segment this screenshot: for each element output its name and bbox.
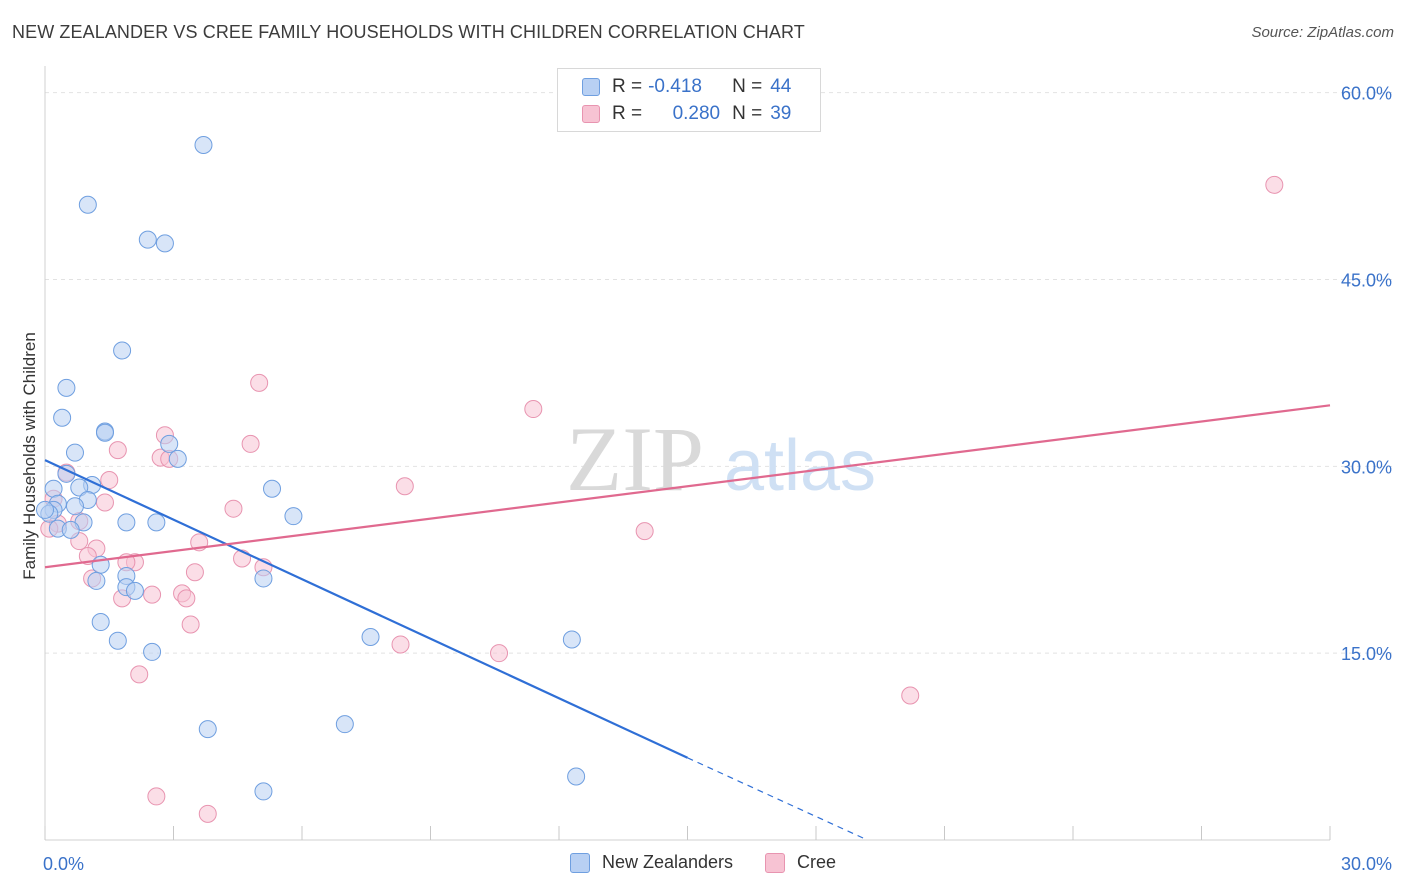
cree-point: [130, 665, 149, 684]
cree-point: [181, 615, 200, 634]
y-tick-label: 15.0%: [1341, 644, 1392, 664]
cree-point: [185, 563, 204, 582]
legend-r-label: R =: [612, 76, 643, 97]
legend-n-label: N =: [732, 103, 763, 124]
new-zealanders-point: [108, 631, 127, 650]
series-label-new-zealanders: New Zealanders: [601, 852, 734, 872]
new-zealanders-point: [567, 767, 586, 786]
x-tick-label: 0.0%: [43, 854, 84, 874]
watermark-zip: ZIP: [566, 408, 704, 510]
cree-point: [100, 471, 119, 490]
legend-swatch-pink: [582, 105, 600, 123]
cree-point: [1265, 175, 1284, 194]
new-zealanders-point: [335, 715, 354, 734]
cree-trend-line: [44, 404, 1331, 569]
legend-r-value: 0.280: [672, 103, 721, 124]
cree-point: [147, 787, 166, 806]
new-zealanders-point: [254, 569, 273, 588]
new-zealanders-point: [254, 782, 273, 801]
cree-point: [198, 804, 217, 823]
series-swatch-pink: [765, 852, 786, 873]
new-zealanders-point: [87, 571, 106, 590]
series-legend-new-zealanders: New Zealanders: [569, 852, 734, 873]
new-zealanders-point: [70, 478, 89, 497]
legend-r-label: R =: [612, 103, 643, 124]
new-zealanders-point: [91, 613, 110, 632]
legend-n-label: N =: [732, 76, 763, 97]
new-zealanders-point: [160, 434, 179, 453]
new-zealanders-point: [78, 195, 97, 214]
new-zealanders-point: [138, 230, 157, 249]
cree-point: [95, 493, 114, 512]
cree-point: [108, 441, 127, 460]
y-tick-label: 60.0%: [1341, 84, 1392, 104]
cree-point: [391, 635, 410, 654]
y-tick-label: 30.0%: [1341, 457, 1392, 477]
new-zealanders-point: [53, 408, 72, 427]
new-zealanders-points: [36, 135, 586, 801]
series-swatch-blue: [569, 852, 590, 873]
series-legend: New Zealanders Cree: [0, 852, 1406, 873]
new-zealanders-point: [125, 581, 144, 600]
axes: [44, 66, 1331, 841]
gridlines: [45, 92, 1392, 654]
new-zealanders-point: [361, 627, 380, 646]
cree-point: [177, 589, 196, 608]
cree-point: [901, 686, 920, 705]
new-zealanders-point: [562, 630, 581, 649]
legend-row-new-zealanders: R = -0.418 N = 44: [558, 74, 791, 100]
cree-point: [635, 522, 654, 541]
new-zealanders-trend-extension: [687, 757, 868, 841]
new-zealanders-point: [147, 513, 166, 532]
source-label: Source: ZipAtlas.com: [1251, 24, 1394, 41]
new-zealanders-point: [194, 135, 213, 154]
new-zealanders-point: [65, 443, 84, 462]
cree-point: [250, 373, 269, 392]
cree-point: [241, 434, 260, 453]
legend-swatch-blue: [582, 78, 600, 96]
x-tick-label: 30.0%: [1341, 854, 1392, 874]
new-zealanders-point: [36, 500, 54, 519]
legend-row-cree: R = 0.280 N = 39: [558, 101, 791, 127]
legend-n-value: 44: [770, 76, 792, 97]
cree-point: [224, 499, 243, 518]
new-zealanders-point: [44, 479, 63, 498]
cree-point: [395, 477, 414, 496]
new-zealanders-point: [198, 720, 217, 739]
new-zealanders-point: [168, 449, 187, 468]
legend-n-value: 39: [770, 103, 792, 124]
new-zealanders-point: [284, 507, 303, 526]
series-label-cree: Cree: [797, 852, 837, 872]
trend-lines: [44, 404, 1331, 841]
new-zealanders-point: [143, 642, 162, 661]
cree-point: [490, 644, 509, 663]
y-tick-label: 45.0%: [1341, 271, 1392, 291]
cree-point: [524, 400, 543, 419]
new-zealanders-point: [95, 423, 114, 442]
correlation-legend: R = -0.418 N = 44 R = 0.280 N = 39: [557, 68, 821, 132]
new-zealanders-point: [61, 520, 80, 539]
legend-r-value: -0.418: [648, 76, 702, 97]
chart-title: NEW ZEALANDER VS CREE FAMILY HOUSEHOLDS …: [12, 22, 805, 42]
new-zealanders-point: [155, 234, 174, 253]
series-legend-cree: Cree: [765, 852, 836, 873]
new-zealanders-point: [57, 378, 76, 397]
tick-labels: 15.0% 30.0% 45.0% 60.0% 0.0% 30.0%: [43, 84, 1392, 874]
cree-point: [143, 585, 162, 604]
new-zealanders-point: [113, 341, 132, 360]
new-zealanders-point: [65, 497, 84, 516]
new-zealanders-point: [117, 513, 136, 532]
new-zealanders-point: [263, 479, 282, 498]
new-zealanders-trend-line: [44, 459, 688, 759]
